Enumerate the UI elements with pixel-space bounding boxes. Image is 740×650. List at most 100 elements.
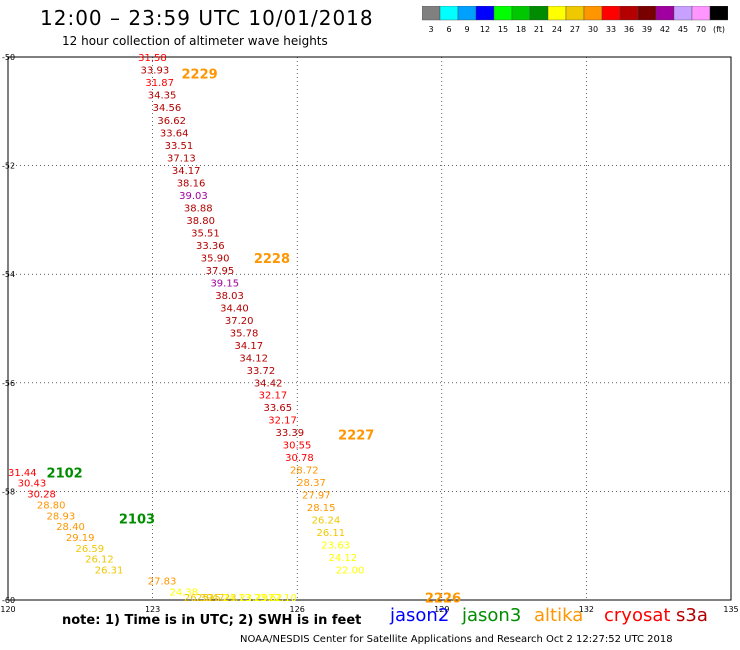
swh-value: 28.80 bbox=[37, 500, 66, 511]
swh-value: 30.78 bbox=[285, 453, 314, 464]
color-swatch-label: 45 bbox=[678, 25, 688, 34]
x-tick-label: 126 bbox=[290, 605, 305, 614]
swh-value: 24.38 bbox=[169, 587, 198, 598]
swh-value: 26.59 bbox=[75, 544, 104, 555]
swh-value: 27.83 bbox=[148, 576, 177, 587]
swh-value: 38.16 bbox=[177, 178, 206, 189]
swh-value: 25.23 bbox=[208, 593, 237, 604]
swh-value: 26.12 bbox=[85, 555, 114, 566]
color-swatch-label: 27 bbox=[570, 25, 580, 34]
color-swatch bbox=[709, 6, 728, 21]
page-subtitle: 12 hour collection of altimeter wave hei… bbox=[62, 34, 328, 48]
swh-value: 34.35 bbox=[148, 90, 177, 101]
swh-value: 28.37 bbox=[297, 478, 326, 489]
credit-text: NOAA/NESDIS Center for Satellite Applica… bbox=[240, 634, 673, 645]
swh-value: 38.88 bbox=[184, 203, 213, 214]
swh-value: 30.43 bbox=[18, 479, 47, 490]
swh-value: 31.87 bbox=[145, 78, 174, 89]
color-swatch bbox=[529, 6, 549, 21]
swh-value: 35.90 bbox=[201, 253, 230, 264]
pass-label: 2229 bbox=[182, 67, 218, 82]
swh-value: 38.03 bbox=[215, 291, 244, 302]
swh-value: 34.17 bbox=[235, 341, 264, 352]
swh-value: 24.13 bbox=[222, 593, 251, 604]
swh-value: 23.62 bbox=[254, 593, 283, 604]
swh-value: 30.28 bbox=[27, 490, 56, 501]
swh-value: 28.40 bbox=[56, 522, 85, 533]
color-swatch bbox=[691, 6, 711, 21]
satellite-cryosat: cryosat bbox=[604, 605, 671, 626]
swh-value: 30.55 bbox=[283, 441, 312, 452]
pass-labels: 2229 2228 2227 2102 2103 2226 bbox=[47, 67, 462, 606]
color-swatch bbox=[439, 6, 459, 21]
chart-grid bbox=[7, 56, 732, 601]
x-tick-label: 120 bbox=[0, 605, 15, 614]
color-swatch-label: 30 bbox=[588, 25, 598, 34]
swh-value: 26.24 bbox=[312, 516, 341, 527]
color-swatch-label: 24 bbox=[552, 25, 562, 34]
swh-value: 32.17 bbox=[259, 391, 288, 402]
swh-value: 28.72 bbox=[290, 466, 319, 477]
color-swatch bbox=[619, 6, 639, 21]
color-swatch bbox=[601, 6, 621, 21]
swh-value: 31.44 bbox=[8, 468, 37, 479]
swh-value: 26.39 bbox=[184, 593, 213, 604]
swh-value: 33.72 bbox=[247, 366, 276, 377]
swh-value: 33.64 bbox=[160, 128, 189, 139]
swh-value: 32.17 bbox=[268, 416, 297, 427]
color-scale-legend: 3 6 9 12 15 18 21 24 27 30 33 36 39 42 45 70 (ft) bbox=[422, 6, 728, 34]
swh-value: 23.63 bbox=[321, 541, 350, 552]
pass-label: 2103 bbox=[119, 513, 155, 528]
swh-value: 33.93 bbox=[141, 65, 170, 76]
swh-value: 33.65 bbox=[263, 403, 292, 414]
swh-value: 22.00 bbox=[336, 566, 365, 577]
color-swatch bbox=[457, 6, 477, 21]
y-tick-label: -60 bbox=[2, 596, 15, 605]
swh-value: 23.29 bbox=[239, 593, 268, 604]
chart-axes: 120 123 126 129 132 135 -50 -52 -54 -56 -58 -60 bbox=[0, 53, 738, 614]
swh-value: 28.93 bbox=[47, 511, 76, 522]
swh-value: 39.15 bbox=[210, 278, 239, 289]
swh-value: 28.15 bbox=[307, 503, 336, 514]
swh-value: 34.42 bbox=[254, 378, 283, 389]
swh-value: 34.56 bbox=[153, 103, 182, 114]
color-swatch-label: 39 bbox=[642, 25, 652, 34]
swh-value: 34.12 bbox=[239, 353, 268, 364]
pass-label: 2102 bbox=[47, 466, 83, 481]
y-tick-label: -54 bbox=[2, 270, 15, 279]
note-text: note: 1) Time is in UTC; 2) SWH is in fe… bbox=[62, 613, 362, 628]
pass-label: 2226 bbox=[425, 591, 461, 606]
color-swatch bbox=[511, 6, 531, 21]
swh-value: 37.13 bbox=[167, 153, 196, 164]
color-swatch bbox=[637, 6, 657, 21]
swh-value: 24.12 bbox=[329, 553, 358, 564]
x-tick-label: 132 bbox=[579, 605, 594, 614]
x-tick-label: 123 bbox=[145, 605, 160, 614]
swh-value: 38.80 bbox=[186, 216, 215, 227]
y-tick-label: -52 bbox=[2, 162, 15, 171]
satellite-jason2: jason2 bbox=[390, 605, 450, 626]
color-swatch-label: 36 bbox=[624, 25, 634, 34]
color-swatch bbox=[583, 6, 603, 21]
swh-value: 34.40 bbox=[220, 303, 249, 314]
swh-value: 26.31 bbox=[95, 566, 124, 577]
color-swatch bbox=[547, 6, 567, 21]
color-swatch-label: 12 bbox=[480, 25, 490, 34]
swh-value: 37.95 bbox=[206, 266, 235, 277]
pass-label: 2227 bbox=[338, 428, 374, 443]
y-tick-label: -56 bbox=[2, 379, 15, 388]
page-title: 12:00 – 23:59 UTC 10/01/2018 bbox=[40, 6, 374, 30]
plot-frame bbox=[7, 56, 732, 601]
swh-value: 22.10 bbox=[268, 593, 297, 604]
color-swatch-label: 70 bbox=[696, 25, 706, 34]
color-swatch bbox=[422, 6, 441, 21]
pass-label: 2228 bbox=[254, 252, 290, 267]
x-tick-label: 129 bbox=[434, 605, 449, 614]
color-swatch-label: (ft) bbox=[713, 25, 725, 34]
color-swatch bbox=[493, 6, 513, 21]
color-swatch bbox=[565, 6, 585, 21]
swh-value: 34.17 bbox=[172, 166, 201, 177]
color-swatch-label: 15 bbox=[498, 25, 508, 34]
color-swatch-label: 9 bbox=[464, 25, 469, 34]
